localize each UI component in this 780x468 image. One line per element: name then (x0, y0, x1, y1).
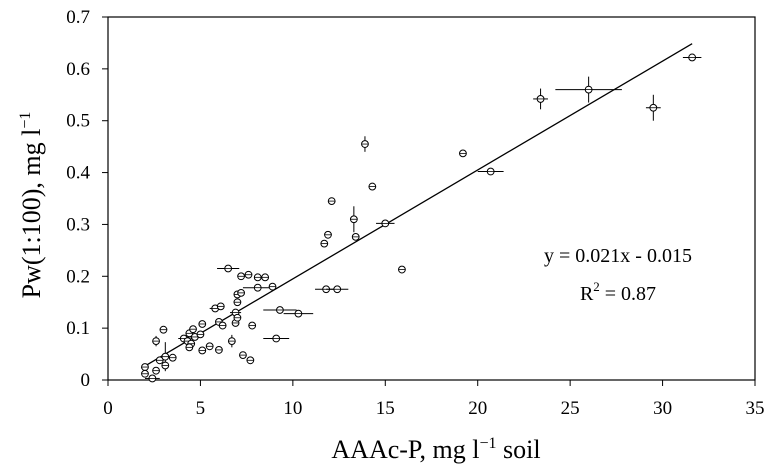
y-tick-label: 0.6 (66, 59, 90, 80)
data-point (237, 272, 245, 281)
x-tick-label: 15 (376, 398, 395, 419)
plot-border (107, 16, 756, 381)
data-point (159, 325, 168, 334)
r-squared-exponent: 2 (593, 279, 600, 294)
data-point (233, 313, 242, 322)
x-tick-label: 30 (653, 398, 672, 419)
x-tick-label: 25 (561, 398, 580, 419)
data-point (161, 361, 170, 370)
y-tick-label: 0.2 (66, 266, 90, 287)
data-point (237, 288, 245, 297)
data-point (244, 270, 253, 279)
data-point (198, 346, 207, 355)
x-tick-label: 0 (103, 398, 113, 419)
data-point (215, 346, 223, 354)
data-point (283, 309, 314, 318)
data-point (152, 335, 160, 347)
data-point (189, 325, 197, 334)
x-tick-label: 5 (196, 398, 206, 419)
data-point (248, 321, 257, 330)
data-point (233, 298, 242, 307)
y-axis-title-main: Pw(1:100), mg l (17, 129, 46, 299)
data-point (242, 283, 273, 292)
data-point (320, 239, 329, 248)
data-point (141, 363, 149, 371)
data-point (218, 321, 227, 330)
data-point (246, 356, 255, 365)
x-axis: 0 5 10 15 20 25 30 35 (103, 380, 765, 419)
data-point (216, 302, 225, 311)
data-point (253, 273, 262, 282)
data-point (261, 273, 270, 282)
regression-equation: y = 0.021x - 0.015 (544, 245, 692, 267)
y-tick-label: 0.5 (66, 111, 90, 132)
r-squared-symbol: R (580, 283, 594, 305)
data-point (376, 219, 395, 228)
x-tick-label: 10 (283, 398, 302, 419)
x-tick-label: 35 (746, 398, 765, 419)
data-point (459, 149, 467, 158)
plot-area (107, 16, 756, 381)
r-squared-label: R2 = 0.87 (580, 279, 656, 305)
data-point (263, 306, 297, 314)
data-point (349, 206, 358, 233)
y-tick-label: 0.4 (66, 163, 90, 184)
data-point (185, 343, 194, 352)
data-point (268, 282, 277, 291)
x-axis-title-tail: soil (497, 435, 541, 464)
r-squared-value: = 0.87 (600, 283, 656, 305)
data-point (155, 356, 164, 365)
data-point (239, 351, 247, 360)
y-tick-label: 0.7 (66, 7, 90, 28)
data-point (555, 76, 622, 103)
trendline-layer (140, 43, 693, 369)
y-axis: 0 0.1 0.2 0.3 0.4 0.5 0.6 0.7 (66, 7, 108, 391)
x-axis-title: AAAc-P, mg l−1 soil (331, 435, 540, 464)
y-axis-title: Pw(1:100), mg l−1 (17, 112, 46, 299)
y-tick-label: 0.1 (66, 318, 90, 339)
data-point (533, 88, 548, 110)
data-point (398, 265, 406, 274)
data-point (361, 136, 369, 152)
data-point (682, 53, 702, 62)
x-axis-title-exponent: −1 (479, 435, 496, 452)
data-point (196, 330, 205, 339)
data-point (351, 232, 360, 241)
data-point (368, 182, 377, 191)
data-points (141, 53, 702, 383)
y-tick-label: 0 (81, 370, 91, 391)
data-point (152, 366, 160, 375)
data-point (141, 369, 149, 378)
trendline (140, 43, 693, 369)
data-point (263, 334, 290, 343)
data-point (477, 167, 504, 176)
data-point (205, 342, 214, 351)
data-point (198, 320, 207, 328)
data-point (227, 334, 236, 348)
data-point (217, 264, 240, 273)
data-point (645, 94, 661, 121)
x-tick-label: 20 (468, 398, 487, 419)
y-axis-title-exponent: −1 (17, 112, 34, 129)
data-point (231, 319, 240, 327)
data-point (324, 230, 332, 239)
data-point (326, 285, 349, 294)
data-point (327, 197, 336, 205)
data-point (168, 353, 177, 362)
data-point (144, 374, 160, 383)
y-tick-label: 0.3 (66, 214, 90, 235)
x-axis-title-main: AAAc-P, mg l (331, 435, 479, 464)
